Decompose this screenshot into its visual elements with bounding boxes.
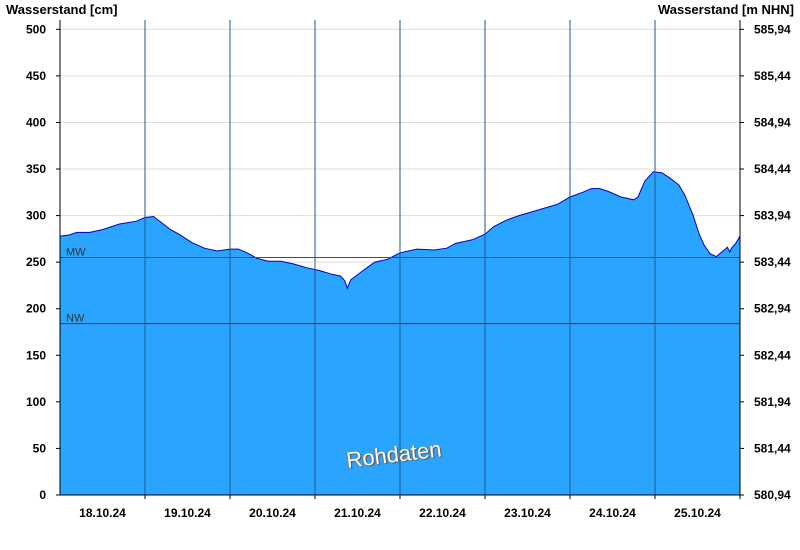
right-tick-label: 584,44 — [754, 162, 791, 176]
right-tick-label: 585,94 — [754, 22, 791, 36]
x-tick-label: 21.10.24 — [334, 506, 381, 520]
left-tick-label: 150 — [26, 348, 46, 362]
left-tick-label: 300 — [26, 209, 46, 223]
right-tick-label: 583,44 — [754, 255, 791, 269]
ref-label-mw: MW — [66, 247, 86, 259]
x-tick-labels: 18.10.24 19.10.24 20.10.24 21.10.24 22.10.24… — [79, 495, 741, 520]
left-tick-label: 0 — [39, 488, 46, 502]
right-tick-label: 581,44 — [754, 441, 791, 455]
left-tick-label: 100 — [26, 395, 46, 409]
ref-label-nw: NW — [66, 313, 85, 325]
right-tick-label: 580,94 — [754, 488, 791, 502]
x-tick-label: 18.10.24 — [79, 506, 126, 520]
x-tick-label: 24.10.24 — [589, 506, 636, 520]
right-tick-label: 582,44 — [754, 348, 791, 362]
left-tick-label: 250 — [26, 255, 46, 269]
right-tick-label: 581,94 — [754, 395, 791, 409]
right-tick-label: 585,44 — [754, 69, 791, 83]
reference-lines: MW NW — [60, 247, 740, 325]
left-tick-labels: 0 50 100 150 200 250 300 350 400 450 500 — [26, 22, 60, 502]
left-tick-label: 200 — [26, 302, 46, 316]
left-tick-label: 400 — [26, 115, 46, 129]
right-tick-label: 583,94 — [754, 209, 791, 223]
water-level-line — [59, 171, 741, 290]
left-axis-title: Wasserstand [cm] — [6, 2, 118, 17]
left-tick-label: 350 — [26, 162, 46, 176]
x-tick-label: 23.10.24 — [504, 506, 551, 520]
left-tick-label: 500 — [26, 22, 46, 36]
left-tick-label: 50 — [33, 441, 47, 455]
x-tick-label: 25.10.24 — [674, 506, 721, 520]
left-tick-label: 450 — [26, 69, 46, 83]
right-tick-label: 582,94 — [754, 302, 791, 316]
right-tick-label: 584,94 — [754, 115, 791, 129]
right-axis-title: Wasserstand [m NHN] — [657, 2, 794, 17]
right-tick-labels: 580,94 581,44 581,94 582,44 582,94 583,44 583,… — [740, 22, 791, 502]
x-tick-label: 20.10.24 — [249, 506, 296, 520]
x-tick-label: 22.10.24 — [419, 506, 466, 520]
x-tick-label: 19.10.24 — [164, 506, 211, 520]
